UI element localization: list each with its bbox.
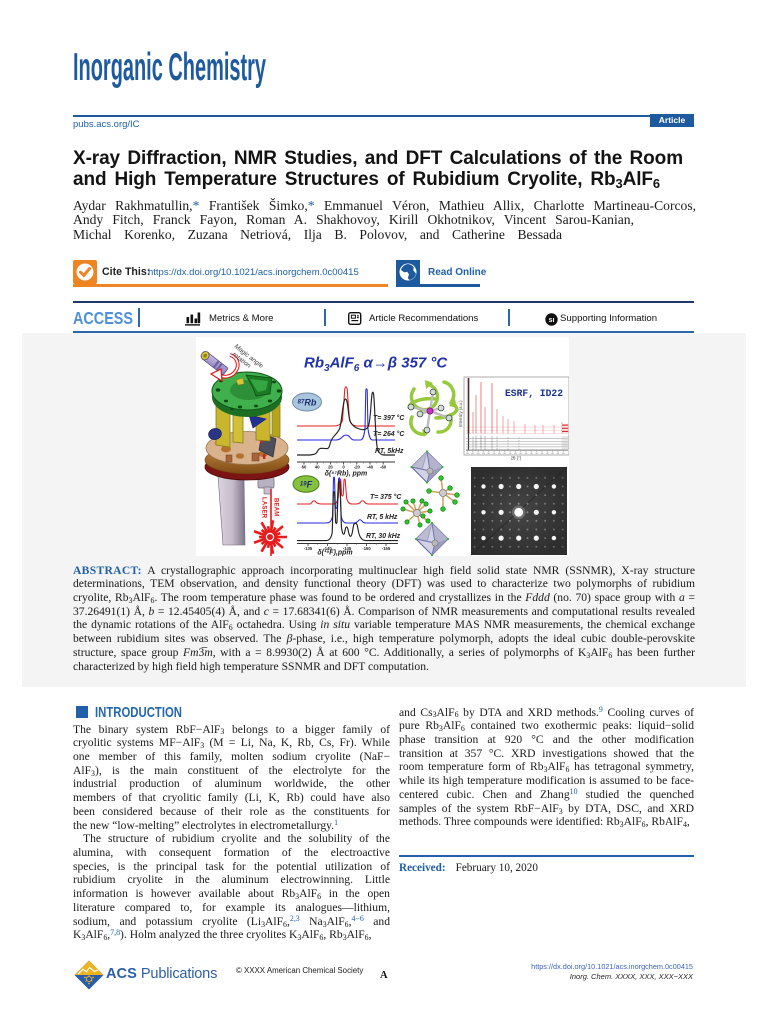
svg-text:T= 264 °C: T= 264 °C <box>373 430 405 438</box>
svg-text:Inorganic Chemistry: Inorganic Chemistry <box>73 46 266 89</box>
svg-text:-135: -135 <box>304 546 313 551</box>
svg-text:0: 0 <box>342 465 345 470</box>
svg-text:-140: -140 <box>323 546 332 551</box>
svg-text:RT, 30 kHz: RT, 30 kHz <box>366 533 401 540</box>
svg-text:87Rb: 87Rb <box>298 398 317 408</box>
svg-text:-40: -40 <box>367 465 374 470</box>
svg-text:T= 375 °C: T= 375 °C <box>370 493 402 501</box>
svg-text:Rb3AlF6 α→β 357 °C: Rb3AlF6 α→β 357 °C <box>304 355 448 375</box>
svg-text:INTRODUCTION: INTRODUCTION <box>95 704 182 721</box>
svg-text:40: 40 <box>315 465 320 470</box>
svg-text:RT, 5 kHz: RT, 5 kHz <box>367 514 398 521</box>
svg-text:δ(¹⁹F),ppm: δ(¹⁹F),ppm <box>317 550 352 557</box>
svg-text:-155: -155 <box>382 546 391 551</box>
svg-text:-150: -150 <box>362 546 371 551</box>
svg-text:19F: 19F <box>300 480 313 490</box>
svg-text:20: 20 <box>328 465 333 470</box>
svg-text:δ(⁸⁷Rb), ppm: δ(⁸⁷Rb), ppm <box>325 471 368 478</box>
svg-text:BEAM: BEAM <box>273 498 279 516</box>
svg-text:-20: -20 <box>354 465 361 470</box>
svg-text:60: 60 <box>302 465 307 470</box>
svg-text:sı: sı <box>549 317 555 324</box>
svg-text:ESRF, ID22: ESRF, ID22 <box>505 388 563 400</box>
svg-text:ACCESS: ACCESS <box>73 308 133 328</box>
svg-text:T= 397 °C: T= 397 °C <box>373 414 405 422</box>
svg-text:RT, 5kHz: RT, 5kHz <box>375 448 404 455</box>
svg-text:Intensity (a.u.): Intensity (a.u.) <box>458 400 463 427</box>
svg-text:2θ (°): 2θ (°) <box>511 456 522 461</box>
svg-text:LASER: LASER <box>261 497 267 519</box>
svg-text:-60: -60 <box>380 465 387 470</box>
svg-text:-145: -145 <box>343 546 352 551</box>
